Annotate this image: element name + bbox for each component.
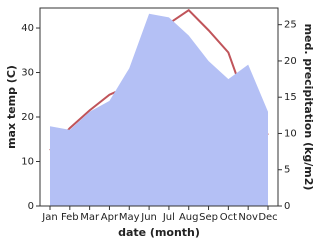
y2-tick-label: 0 <box>284 201 290 212</box>
y2-tick-label: 15 <box>284 92 297 103</box>
y-tick-label: 20 <box>21 112 34 123</box>
x-tick-label: Jan <box>41 212 57 223</box>
x-tick-label: Dec <box>258 212 277 223</box>
x-tick-label: Jun <box>140 212 157 223</box>
y-tick-label: 10 <box>21 157 34 168</box>
y2-tick-label: 10 <box>284 128 297 139</box>
x-tick-label: Mar <box>80 212 100 223</box>
y-axis-title: max temp (C) <box>5 65 18 149</box>
x-tick-label: Feb <box>61 212 79 223</box>
x-tick-label: Jul <box>162 212 175 223</box>
x-tick-label: Apr <box>101 212 119 223</box>
y2-tick-label: 5 <box>284 165 290 176</box>
x-tick-label: May <box>119 212 140 223</box>
y-tick-label: 40 <box>21 23 34 34</box>
y2-tick-label: 20 <box>284 56 297 67</box>
y2-tick-label: 25 <box>284 20 297 31</box>
y-tick-label: 0 <box>28 201 34 212</box>
x-axis-title: date (month) <box>118 226 200 239</box>
plot-frame <box>39 7 279 207</box>
x-tick-label: Oct <box>220 212 237 223</box>
precip-area <box>50 13 268 206</box>
y2-axis-title: med. precipitation (kg/m2) <box>302 24 315 191</box>
x-tick-label: Aug <box>179 212 199 223</box>
y-tick-label: 30 <box>21 68 34 79</box>
x-tick-label: Nov <box>238 212 258 223</box>
x-tick-label: Sep <box>199 212 218 223</box>
